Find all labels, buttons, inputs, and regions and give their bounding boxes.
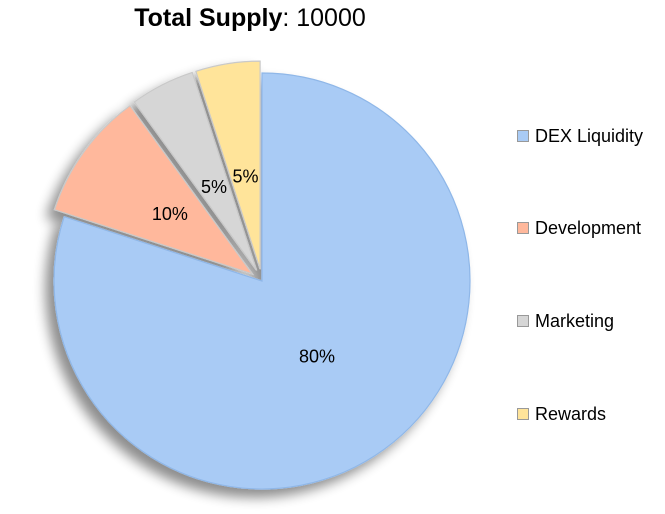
legend-label-marketing: Marketing — [535, 310, 615, 331]
chart-title-bold: Total Supply — [134, 4, 283, 32]
legend-label-dex-liquidity: DEX Liquidity — [535, 125, 644, 146]
slice-label-marketing: 5% — [201, 177, 227, 197]
pie-slice-development — [53, 104, 254, 276]
pie-slice-dex-liquidity — [53, 72, 471, 490]
legend-swatch-rewards — [517, 408, 529, 420]
legend-swatch-development — [517, 222, 529, 234]
slice-label-dex-liquidity: 80% — [299, 347, 335, 367]
pie-slice-marketing — [133, 71, 258, 271]
slice-label-rewards: 5% — [232, 167, 258, 187]
legend-swatch-dex-liquidity — [517, 130, 529, 142]
legend-label-development: Development — [535, 217, 642, 238]
chart-title: Total Supply: 10000 — [0, 4, 500, 33]
legend-item-development: Development — [517, 216, 641, 240]
legend-label-rewards: Rewards — [535, 403, 607, 424]
chart-title-rest: : 10000 — [282, 4, 366, 32]
pie-slice-rewards — [195, 60, 261, 270]
legend-item-marketing: Marketing — [517, 309, 614, 333]
legend-item-rewards: Rewards — [517, 402, 606, 426]
legend-swatch-marketing — [517, 315, 529, 327]
legend-item-dex-liquidity: DEX Liquidity — [517, 124, 643, 148]
slice-label-development: 10% — [152, 204, 188, 224]
